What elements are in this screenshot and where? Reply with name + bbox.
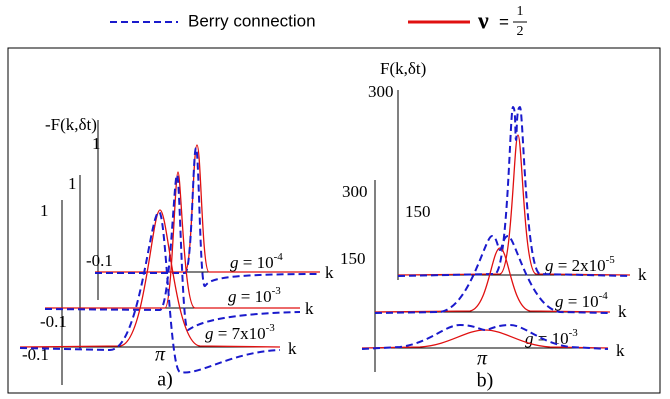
legend-equals: = bbox=[499, 12, 509, 31]
curve-red bbox=[95, 144, 320, 273]
g-exp: -3 bbox=[266, 322, 276, 334]
axis-k: k bbox=[305, 299, 314, 318]
legend-label: Berry connection bbox=[188, 11, 316, 30]
curve-blue bbox=[374, 234, 611, 314]
g-base: = 10 bbox=[241, 287, 272, 306]
curve-red bbox=[397, 134, 631, 276]
curve-red bbox=[19, 209, 281, 348]
curve-blue bbox=[19, 210, 281, 374]
axis-k: k bbox=[288, 339, 297, 358]
tick: 300 bbox=[342, 182, 368, 201]
g: g bbox=[555, 292, 564, 311]
g-label: g = 2x10-5 bbox=[545, 254, 615, 275]
tick: 1 bbox=[68, 174, 77, 193]
g: g bbox=[230, 253, 239, 272]
tick: 1 bbox=[40, 201, 49, 220]
tick: -0.1 bbox=[40, 312, 67, 331]
tick: 150 bbox=[340, 249, 366, 268]
curve-red bbox=[374, 247, 611, 313]
panel-label: b) bbox=[477, 370, 494, 392]
curve-blue bbox=[44, 173, 301, 332]
g-label: g = 10-3 bbox=[228, 285, 281, 306]
curve-blue bbox=[361, 323, 609, 350]
g: g bbox=[525, 329, 534, 348]
y-label: F(k,δt) bbox=[380, 59, 426, 78]
panel-label: a) bbox=[157, 369, 173, 391]
axis-k: k bbox=[618, 302, 627, 321]
axis-k: k bbox=[638, 265, 647, 284]
g-label: g = 10-3 bbox=[525, 327, 578, 348]
g-exp: -3 bbox=[569, 327, 579, 339]
g-exp: -5 bbox=[606, 254, 616, 266]
g-exp: -4 bbox=[274, 251, 284, 263]
g: g bbox=[545, 256, 554, 275]
curve-red bbox=[361, 329, 609, 349]
g-base: = 10 bbox=[568, 292, 599, 311]
x-tick: π bbox=[155, 344, 166, 366]
x-tick: π bbox=[477, 348, 488, 370]
g: g bbox=[228, 287, 237, 306]
g-exp: -4 bbox=[599, 290, 609, 302]
g-base: = 7x10 bbox=[218, 324, 266, 343]
tick: 150 bbox=[405, 202, 431, 221]
g-label: g = 7x10-3 bbox=[205, 322, 275, 343]
g-base: = 10 bbox=[243, 253, 274, 272]
g-base: = 10 bbox=[538, 329, 569, 348]
tick: -0.1 bbox=[86, 251, 113, 270]
tick: -0.1 bbox=[22, 345, 49, 364]
axis-k: k bbox=[616, 341, 625, 360]
curve-blue bbox=[397, 105, 631, 277]
legend-numerator: 1 bbox=[517, 4, 524, 19]
legend-symbol: ν bbox=[477, 9, 489, 35]
tick: 300 bbox=[368, 82, 394, 101]
g-base: = 2x10 bbox=[558, 256, 606, 275]
frame bbox=[7, 47, 661, 394]
tick: 1 bbox=[92, 134, 101, 153]
legend-denominator: 2 bbox=[517, 24, 524, 39]
g-exp: -3 bbox=[272, 285, 282, 297]
y-label: -F(k,δt) bbox=[45, 115, 97, 134]
g: g bbox=[205, 324, 214, 343]
g-label: g = 10-4 bbox=[230, 251, 283, 272]
curve-red bbox=[45, 171, 300, 309]
g-label: g = 10-4 bbox=[555, 290, 608, 311]
axis-k: k bbox=[325, 263, 334, 282]
curve-blue bbox=[95, 146, 321, 288]
